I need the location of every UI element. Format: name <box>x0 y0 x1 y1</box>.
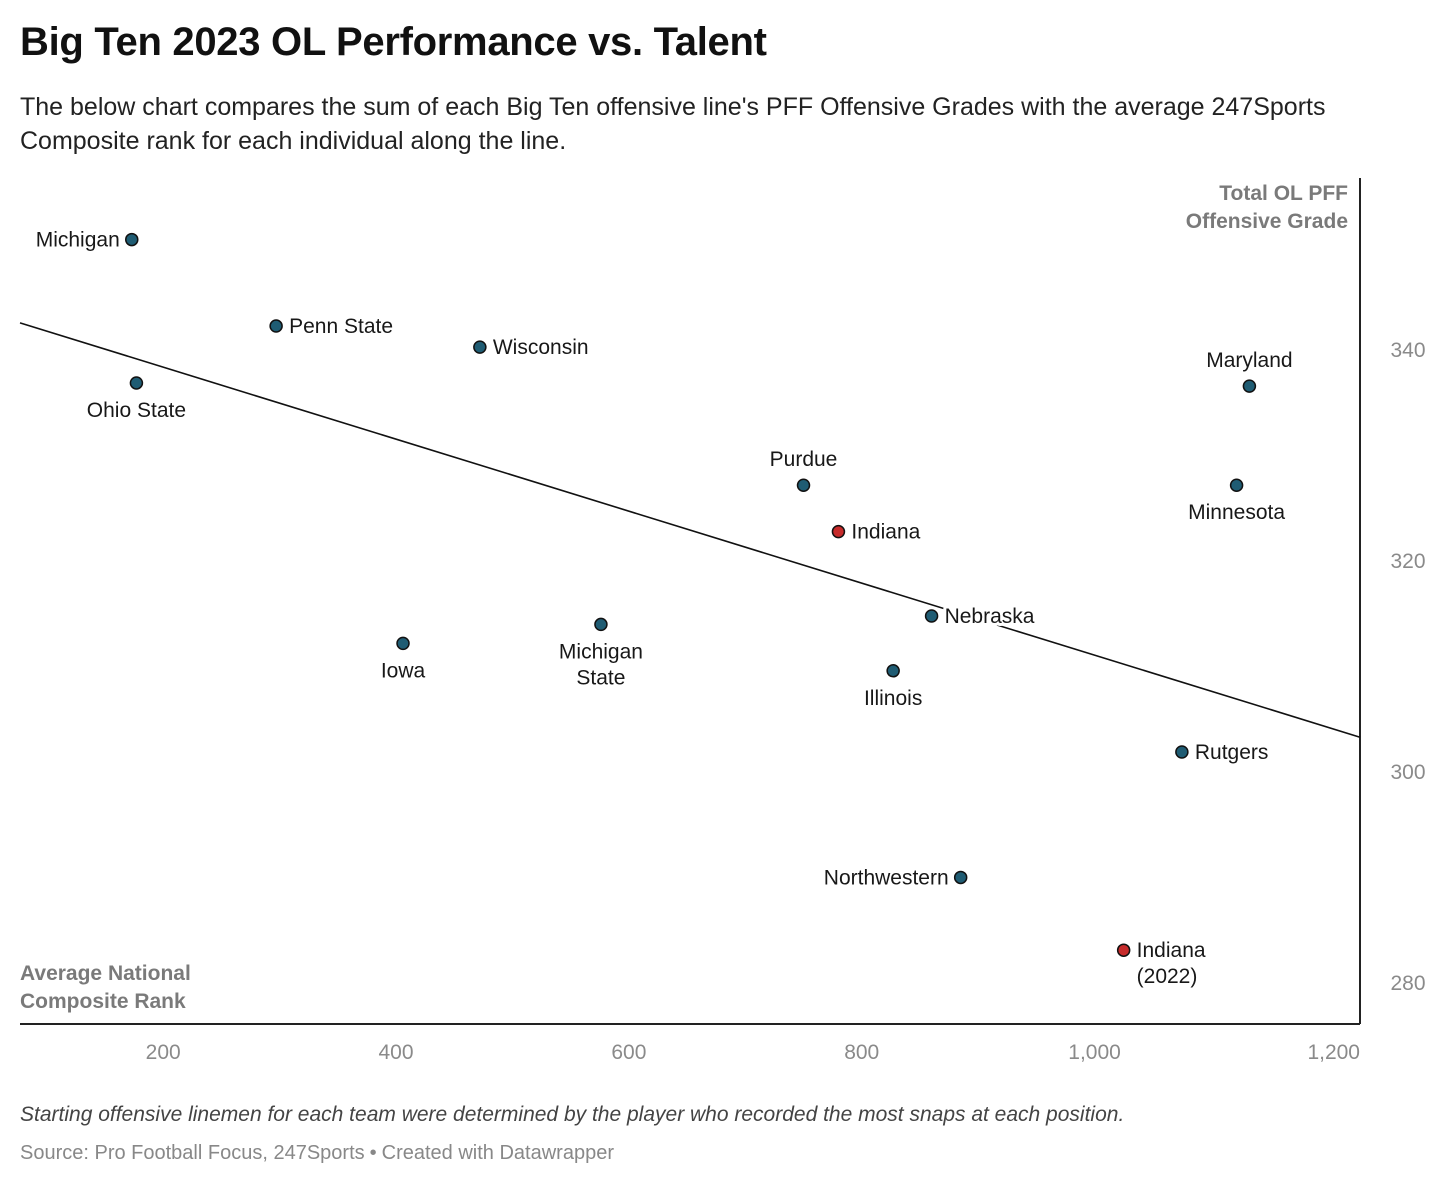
data-point <box>1242 379 1257 393</box>
chart-source: Source: Pro Football Focus, 247Sports • Cr… <box>20 1142 614 1165</box>
chart-title: Big Ten 2023 OL Performance vs. Talent <box>20 20 767 64</box>
trendline-group <box>19 322 1361 738</box>
data-point <box>886 664 900 678</box>
point-label: Indiana <box>851 521 920 544</box>
axes: 200 400 600 800 1,000 1,200 280 300 320 340 Total … <box>20 178 1426 1064</box>
x-tick-label: 800 <box>844 1041 879 1064</box>
data-point <box>953 870 968 885</box>
data-point <box>396 636 410 651</box>
point-labels-group: Michigan Penn State Wisconsin Ohio State Mar… <box>36 229 1293 989</box>
x-tick-label: 600 <box>611 1041 646 1064</box>
y-tick-label: 280 <box>1390 972 1425 995</box>
source-credit: Created with Datawrapper <box>381 1142 614 1164</box>
x-tick-label: 1,200 <box>1307 1041 1360 1064</box>
point-label: Illinois <box>864 687 922 710</box>
chart-notes: Starting offensive linemen for each team… <box>20 1103 1125 1126</box>
x-tick-label: 200 <box>146 1041 181 1064</box>
source-separator: • <box>369 1142 377 1164</box>
data-point <box>473 340 487 354</box>
source-text: Source: Pro Football Focus, 247Sports <box>20 1142 365 1164</box>
point-label: Purdue <box>770 448 838 471</box>
y-tick-label: 320 <box>1390 550 1425 573</box>
point-label: Northwestern <box>824 866 949 889</box>
data-point <box>594 617 608 632</box>
x-tick-label: 1,000 <box>1068 1041 1121 1064</box>
point-label: Nebraska <box>945 605 1035 628</box>
y-tick-label: 300 <box>1390 761 1425 784</box>
points-group <box>125 232 1257 957</box>
data-point <box>796 478 811 492</box>
data-point <box>1175 745 1189 759</box>
chart-subtitle: The below chart compares the sum of each… <box>20 93 1326 155</box>
point-label: Rutgers <box>1195 741 1269 764</box>
point-label: Michigan <box>36 229 120 252</box>
x-axis-title: Average National Composite Rank <box>20 962 191 1013</box>
scatter-chart: 200 400 600 800 1,000 1,200 280 300 320 340 Total … <box>19 178 1426 1064</box>
y-axis-title: Total OL PFF Offensive Grade <box>1186 182 1348 233</box>
data-point <box>924 609 939 623</box>
data-point <box>125 232 139 247</box>
point-label: Wisconsin <box>493 336 589 359</box>
trendline <box>19 322 1361 738</box>
data-point <box>269 319 283 333</box>
data-point <box>1116 943 1131 957</box>
point-label: Iowa <box>381 659 426 682</box>
data-point <box>129 376 144 390</box>
point-label: Ohio State <box>87 399 186 422</box>
y-tick-label: 340 <box>1390 339 1425 362</box>
point-label: Maryland <box>1206 349 1292 372</box>
point-label: Minnesota <box>1188 501 1285 524</box>
data-point <box>1229 478 1244 492</box>
point-label: Penn State <box>289 315 393 338</box>
point-label: Indiana (2022) <box>1137 939 1206 988</box>
data-point <box>831 524 846 539</box>
point-label: Michigan State <box>559 640 643 689</box>
x-tick-label: 400 <box>379 1041 414 1064</box>
